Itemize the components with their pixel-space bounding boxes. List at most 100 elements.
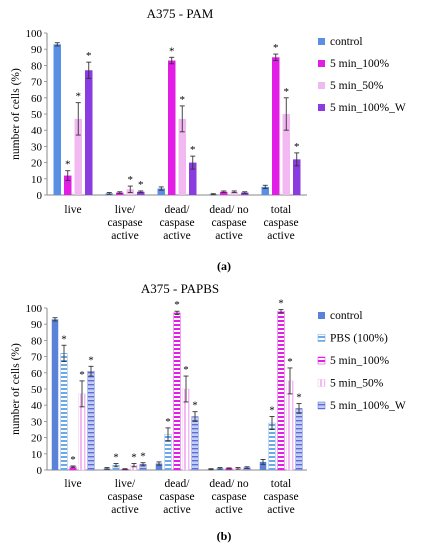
significance-star: * [269,405,275,417]
legend-swatch [317,379,326,387]
chart-a: A375 - PAM number of cells (%) 0 10 20 30 40 50… [10,6,406,273]
legend-swatch [317,401,326,410]
bar-a-s1-c3 [220,191,228,195]
bar-a-s3-c1 [137,191,145,195]
significance-star: * [174,299,180,311]
legend-swatch [318,104,325,111]
x-tick-label: active [163,230,190,242]
significance-star: * [113,452,119,464]
significance-star: * [70,454,76,466]
significance-star: * [131,452,137,464]
x-tick-label: active [111,504,138,516]
x-tick-label: caspase [107,217,142,229]
bar-a-s2-c2 [178,118,186,195]
legend-label: control [330,310,363,322]
y-tick-label: 0 [37,465,43,477]
x-tick-label: caspase [159,491,194,503]
x-tick-label: caspase [263,491,298,503]
significance-star: * [86,50,92,62]
y-axis-label: number of cells (%) [10,343,22,435]
legend-swatch [317,334,326,342]
significance-star: * [294,141,300,153]
significance-star: * [183,364,189,376]
significance-star: * [169,45,175,57]
legend-swatch [318,312,325,319]
bar-b-s0-c4 [259,461,267,470]
bar-b-s2-c2 [173,312,181,471]
x-tick-label: active [267,504,294,516]
legend-label: 5 min_100%_W [330,400,406,412]
y-tick-label: 70 [31,352,43,364]
bar-a-s2-c4 [282,114,290,195]
bar-b-s1-c0 [60,353,68,471]
significance-star: * [128,174,134,186]
bar-a-s3-c0 [85,70,93,195]
y-tick-label: 90 [31,44,43,56]
y-tick-label: 40 [31,125,43,137]
x-tick-label: active [267,230,294,242]
bar-a-s0-c2 [157,188,165,195]
chart-title: A375 - PAPBS [141,281,219,296]
legend-label: 5 min_50% [330,378,384,390]
significance-star: * [287,356,293,368]
x-tick-label: caspase [263,217,298,229]
significance-star: * [140,451,146,463]
y-tick-label: 60 [31,93,43,105]
x-tick-label: total [271,204,291,216]
significance-star: * [65,159,71,171]
x-tick-label: active [163,504,190,516]
y-tick-label: 100 [26,28,43,40]
x-tick-label: caspase [211,491,246,503]
x-tick-label: total [271,478,291,490]
y-tick-label: 40 [31,400,43,412]
significance-star: * [273,42,279,54]
y-tick-label: 20 [31,158,43,170]
bar-a-s0-c0 [53,44,61,196]
significance-star: * [138,179,144,191]
y-tick-label: 80 [31,60,43,72]
x-tick-label: live [64,204,81,216]
y-tick-label: 10 [31,174,43,186]
bar-a-s1-c4 [272,57,280,195]
significance-star: * [88,354,94,366]
x-tick-label: live [64,478,81,490]
y-tick-label: 20 [31,433,43,445]
bar-b-s1-c4 [268,422,276,471]
bar-a-s2-c3 [230,191,238,195]
significance-star: * [284,86,290,98]
x-tick-label: dead/ [165,478,191,490]
figure-caption: (a) [217,259,231,273]
x-tick-label: active [215,230,242,242]
x-tick-label: active [215,504,242,516]
bar-a-s1-c0 [64,175,72,195]
x-tick-label: dead/ no [209,204,249,216]
legend-label: 5 min_50% [330,80,384,92]
legend-label: 5 min_100%_W [330,102,406,114]
significance-star: * [278,298,284,310]
bar-a-s1-c2 [168,60,176,195]
significance-star: * [79,369,85,381]
legend-swatch [318,38,325,45]
bar-a-s3-c4 [293,159,301,195]
y-tick-label: 100 [26,303,43,315]
x-tick-label: caspase [211,217,246,229]
y-axis-label: number of cells (%) [10,68,22,160]
legend-label: control [330,36,363,48]
y-tick-label: 10 [31,449,43,461]
y-tick-label: 50 [31,109,43,121]
bar-b-s2-c4 [277,311,285,471]
bar-b-s4-c0 [87,370,95,471]
y-tick-label: 30 [31,416,43,428]
y-tick-label: 80 [31,335,43,347]
legend-swatch [317,356,326,365]
x-tick-label: live/ [115,204,136,216]
bar-a-s2-c0 [74,118,82,195]
x-tick-label: caspase [107,491,142,503]
significance-star: * [76,91,82,103]
bar-b-s0-c0 [51,319,59,470]
x-tick-label: active [111,230,138,242]
x-tick-label: dead/ [165,204,191,216]
significance-star: * [165,416,171,428]
